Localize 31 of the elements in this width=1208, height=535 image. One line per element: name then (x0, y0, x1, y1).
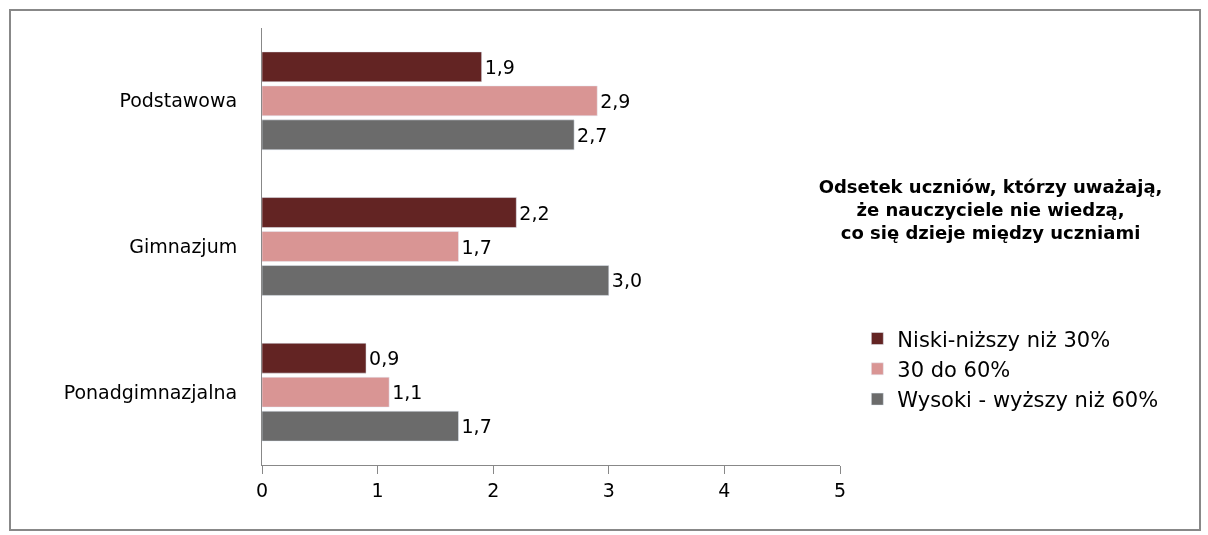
x-tick-label: 3 (602, 478, 615, 501)
data-label: 2,7 (577, 123, 608, 146)
x-tick-label: 0 (255, 478, 269, 501)
bar (262, 265, 610, 296)
bar (262, 376, 390, 408)
x-tick-label: 4 (718, 478, 731, 501)
x-tick-label: 2 (487, 478, 500, 501)
legend-label: 30 do 60% (897, 358, 1011, 382)
data-label: 1,7 (461, 415, 492, 438)
bar (262, 410, 459, 442)
data-label: 3,0 (611, 269, 643, 292)
x-tick-label: 1 (371, 478, 384, 501)
data-label: 2,9 (600, 89, 631, 112)
bar (262, 85, 598, 117)
data-label: 1,7 (461, 235, 492, 258)
bar (262, 51, 482, 83)
text: Odsetek uczniów, którzy uważają, że nauczyciele nie wiedzą, co się dzieje między uczniami (818, 175, 1163, 244)
data-label: 0,9 (369, 347, 400, 370)
x-tick-label: 5 (833, 478, 847, 501)
data-label: 1,1 (392, 381, 423, 404)
bar (262, 342, 367, 374)
data-label: 1,9 (484, 55, 515, 78)
y-tick-label: Ponadgimnazjalna (63, 380, 238, 403)
legend-label: Wysoki - wyższy niż 60% (897, 388, 1159, 413)
legend-label: Niski-niższy niż 30% (897, 327, 1111, 352)
bar (262, 231, 459, 262)
data-label: 2,2 (519, 201, 550, 224)
bar (262, 197, 517, 228)
y-tick-label: Gimnazjum (129, 235, 238, 258)
bar (262, 119, 575, 151)
y-tick-label: Podstawowa (119, 89, 238, 112)
